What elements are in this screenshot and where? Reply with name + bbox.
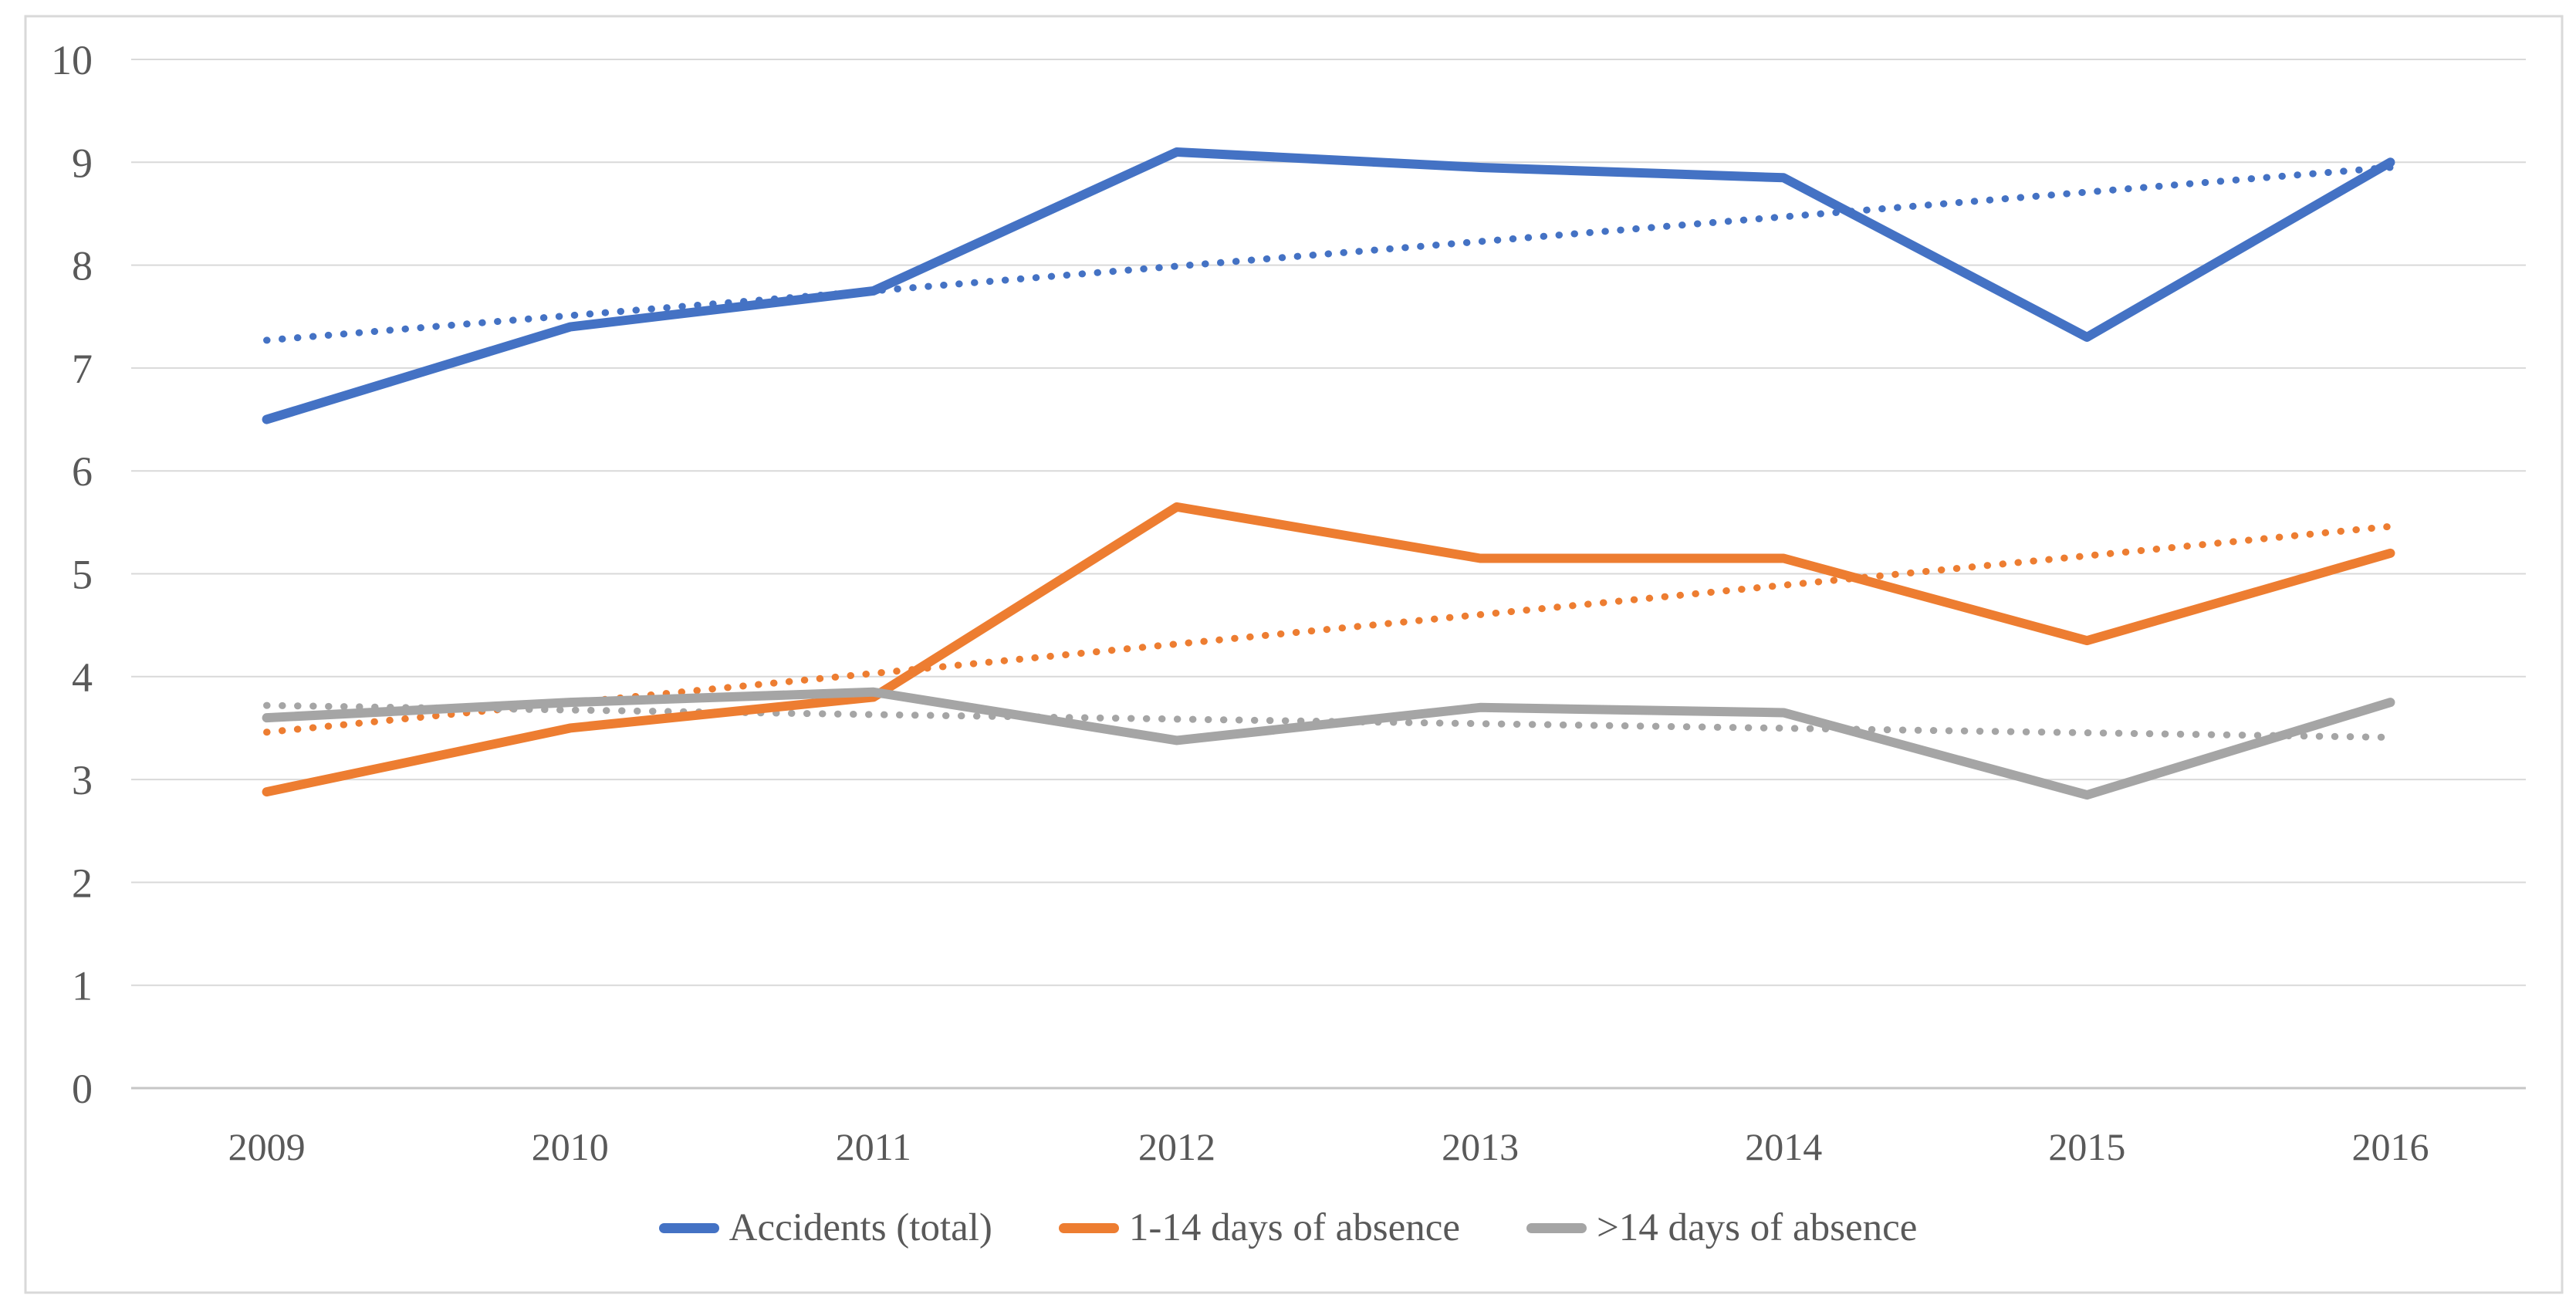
y-tick-label: 9 — [72, 140, 93, 186]
x-tick-label: 2015 — [2048, 1125, 2125, 1168]
y-tick-label: 3 — [72, 757, 93, 803]
legend-label: Accidents (total) — [729, 1206, 992, 1249]
y-tick-label: 2 — [72, 860, 93, 906]
x-tick-label: 2009 — [228, 1125, 306, 1168]
x-tick-label: 2016 — [2351, 1125, 2429, 1168]
trendline-accidents-total — [263, 164, 2394, 344]
legend-item-1-14-days: 1-14 days of absence — [1058, 1206, 1460, 1249]
y-tick-label: 8 — [72, 243, 93, 289]
legend-label: 1-14 days of absence — [1128, 1206, 1460, 1249]
y-tick-label: 1 — [72, 963, 93, 1009]
legend-line-marker-icon — [658, 1223, 719, 1233]
x-tick-label: 2012 — [1138, 1125, 1215, 1168]
x-tick-label: 2011 — [836, 1125, 911, 1168]
y-tick-label: 0 — [72, 1066, 93, 1112]
series-line-accidents-total — [262, 147, 2395, 424]
legend-line-marker-icon — [1058, 1223, 1119, 1233]
x-tick-label: 2010 — [532, 1125, 609, 1168]
series-line-1-14-days-of-absence — [262, 502, 2395, 797]
legend-line-marker-icon — [1526, 1223, 1587, 1233]
y-tick-label: 6 — [72, 448, 93, 495]
y-tick-label: 4 — [72, 654, 93, 701]
figure-border — [24, 15, 2564, 1294]
y-tick-label: 7 — [72, 346, 93, 392]
y-tick-label: 5 — [72, 552, 93, 598]
legend-item-accidents-total: Accidents (total) — [658, 1206, 992, 1249]
x-tick-label: 2014 — [1745, 1125, 1822, 1168]
y-tick-label: 10 — [51, 37, 93, 83]
legend-item-gt14-days: >14 days of absence — [1526, 1209, 1917, 1248]
x-tick-label: 2013 — [1442, 1125, 1519, 1168]
legend-label: >14 days of absence — [1597, 1206, 1918, 1249]
chart-legend: Accidents (total) 1-14 days of absence >… — [0, 1209, 2576, 1248]
series-line-14-days-of-absence — [262, 687, 2395, 800]
